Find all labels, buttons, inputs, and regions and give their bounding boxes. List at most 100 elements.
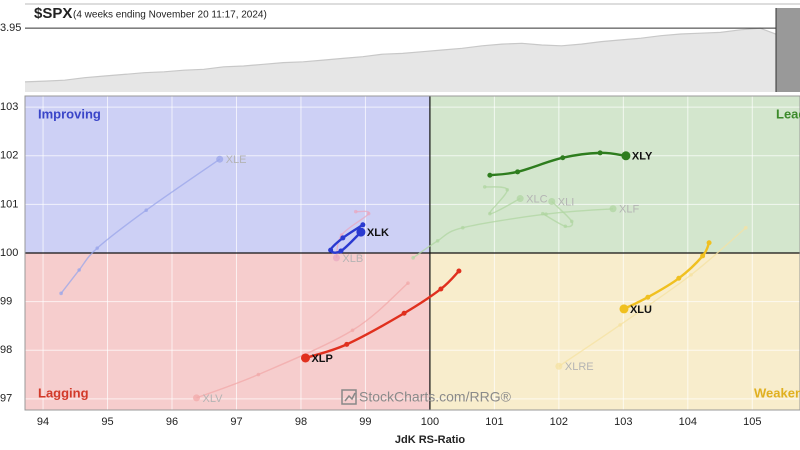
rrg-point — [482, 185, 487, 189]
rrg-trail — [484, 186, 521, 215]
series-label: XLU — [630, 304, 652, 316]
x-tick-label: 104 — [679, 416, 697, 428]
rrg-head — [216, 155, 224, 163]
y-tick-label: 102 — [0, 150, 18, 162]
rrg-point — [488, 211, 492, 216]
x-tick-label: 95 — [101, 416, 113, 428]
rrg-point — [338, 248, 344, 254]
rrg-point — [744, 225, 748, 230]
x-tick-label: 105 — [743, 416, 761, 428]
rrg-point — [460, 225, 465, 230]
y-tick-label: 99 — [0, 296, 12, 308]
y-tick-label: 98 — [0, 344, 12, 356]
y-tick-label: 101 — [0, 198, 18, 210]
plot-border — [24, 95, 800, 411]
y-tick-label: 103 — [0, 101, 18, 113]
rrg-point — [95, 246, 100, 250]
rrg-trail — [412, 208, 614, 259]
y-tick-label: 100 — [0, 247, 18, 259]
quadrant-weakening — [429, 253, 800, 410]
rrg-point — [344, 341, 350, 347]
overview-line — [24, 27, 800, 83]
rrg-point — [689, 273, 693, 277]
rrg-point — [505, 188, 510, 192]
overview-panel: 3.95 — [0, 8, 800, 92]
rrg-point — [435, 239, 440, 243]
rrg-head — [555, 362, 563, 370]
watermark-icon — [341, 389, 357, 405]
rrg-point — [360, 222, 366, 228]
x-tick-label: 94 — [37, 416, 49, 428]
plot-area: 94 95 96 97 98 99 100 101 102 103 104 105 97 98 99 100 1… — [0, 95, 800, 428]
series-label: XLB — [342, 253, 363, 265]
rrg-head — [300, 353, 310, 363]
chart-subtitle: (4 weeks ending November 20 11:17, 2024) — [73, 10, 267, 21]
series-label: XLC — [526, 193, 547, 205]
series-label: XLV — [203, 393, 224, 405]
rrg-head — [193, 394, 201, 402]
series-label: XLRE — [565, 361, 594, 373]
rrg-point — [676, 275, 682, 281]
rrg-point — [560, 155, 566, 161]
quadrant-label: Improving — [38, 106, 101, 121]
rrg-head — [548, 197, 556, 205]
x-tick-label: 99 — [359, 416, 371, 428]
chart-title: $SPX — [34, 5, 72, 22]
rrg-point — [340, 235, 346, 241]
rrg-point — [411, 256, 415, 260]
rrg-head — [332, 254, 340, 262]
rrg-point — [350, 328, 355, 333]
quadrant-label: Lagging — [38, 385, 89, 400]
rrg-point — [438, 286, 444, 292]
rrg-point — [618, 323, 622, 327]
rrg-point — [563, 224, 568, 229]
rrg-point — [406, 281, 410, 285]
rrg-point — [597, 150, 603, 156]
series-label: XLK — [367, 227, 389, 239]
current-period-shade — [776, 8, 800, 92]
rrg-point — [401, 310, 407, 316]
rrg-point — [645, 294, 651, 300]
overview-tick-label: 3.95 — [0, 22, 21, 34]
x-tick-label: 102 — [550, 416, 568, 428]
rrg-point — [569, 219, 574, 224]
series-label: XLY — [632, 151, 653, 163]
rrg-head — [609, 205, 617, 213]
series-label: XLE — [226, 154, 247, 166]
rrg-point — [540, 211, 545, 216]
series-label: XLF — [619, 204, 639, 216]
overview-area — [25, 28, 800, 92]
rrg-point — [353, 209, 358, 214]
x-tick-label: 101 — [485, 416, 503, 428]
rrg-head — [356, 227, 366, 237]
quadrant-lagging — [25, 253, 430, 410]
watermark: StockCharts.com/RRG® — [359, 389, 512, 405]
x-tick-label: 98 — [295, 416, 307, 428]
x-tick-label: 97 — [230, 416, 242, 428]
rrg-trail — [558, 227, 747, 367]
rrg-point — [366, 211, 371, 216]
quadrant-label: Leading — [776, 106, 800, 121]
rrg-point — [144, 208, 149, 213]
x-tick-label: 103 — [614, 416, 632, 428]
x-tick-label: 96 — [166, 416, 178, 428]
rrg-point — [456, 268, 462, 274]
rrg-point — [59, 291, 63, 296]
y-tick-label: 97 — [0, 393, 12, 405]
rrg-point — [700, 253, 706, 259]
rrg-head — [619, 304, 629, 314]
rrg-point — [328, 247, 334, 253]
rrg-head — [516, 195, 524, 203]
rrg-point — [706, 240, 712, 246]
x-tick-label: 100 — [421, 416, 439, 428]
series-label: XLI — [558, 196, 575, 208]
series-label: XLP — [311, 353, 332, 365]
x-axis-label: JdK RS-Ratio — [395, 434, 466, 446]
rrg-point — [77, 268, 81, 272]
quadrant-label: Weakening — [754, 385, 800, 400]
rrg-trail — [335, 210, 370, 259]
rrg-point — [487, 172, 493, 178]
rrg-point — [515, 169, 521, 175]
rrg-head — [621, 151, 631, 161]
